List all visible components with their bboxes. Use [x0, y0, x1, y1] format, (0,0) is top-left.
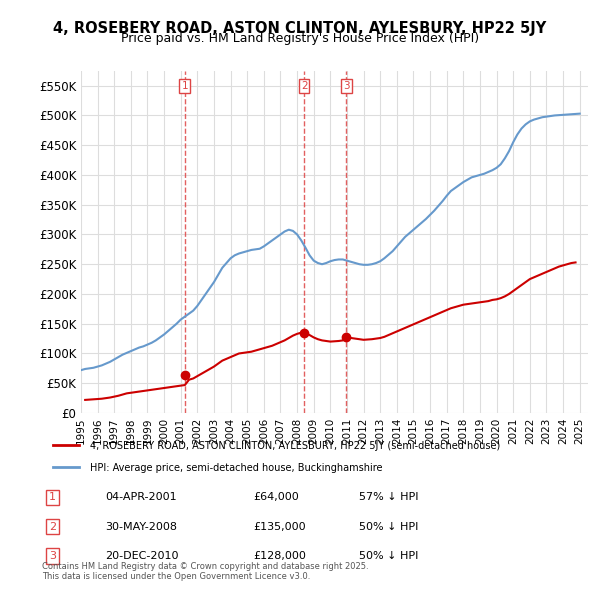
Text: Contains HM Land Registry data © Crown copyright and database right 2025.
This d: Contains HM Land Registry data © Crown c… — [42, 562, 368, 581]
Text: 3: 3 — [343, 81, 350, 91]
Text: 04-APR-2001: 04-APR-2001 — [106, 492, 177, 502]
Text: 20-DEC-2010: 20-DEC-2010 — [106, 551, 179, 561]
Text: 4, ROSEBERY ROAD, ASTON CLINTON, AYLESBURY, HP22 5JY (semi-detached house): 4, ROSEBERY ROAD, ASTON CLINTON, AYLESBU… — [89, 441, 500, 451]
Text: 4, ROSEBERY ROAD, ASTON CLINTON, AYLESBURY, HP22 5JY: 4, ROSEBERY ROAD, ASTON CLINTON, AYLESBU… — [53, 21, 547, 35]
Text: 1: 1 — [49, 492, 56, 502]
Text: 2: 2 — [49, 522, 56, 532]
Text: £135,000: £135,000 — [253, 522, 306, 532]
Text: Price paid vs. HM Land Registry's House Price Index (HPI): Price paid vs. HM Land Registry's House … — [121, 32, 479, 45]
Text: 1: 1 — [182, 81, 188, 91]
Text: 50% ↓ HPI: 50% ↓ HPI — [359, 522, 418, 532]
Text: £64,000: £64,000 — [253, 492, 299, 502]
Text: 50% ↓ HPI: 50% ↓ HPI — [359, 551, 418, 561]
Text: HPI: Average price, semi-detached house, Buckinghamshire: HPI: Average price, semi-detached house,… — [89, 463, 382, 473]
Text: 2: 2 — [301, 81, 307, 91]
Text: £128,000: £128,000 — [253, 551, 306, 561]
Text: 3: 3 — [49, 551, 56, 561]
Text: 30-MAY-2008: 30-MAY-2008 — [106, 522, 178, 532]
Text: 57% ↓ HPI: 57% ↓ HPI — [359, 492, 418, 502]
